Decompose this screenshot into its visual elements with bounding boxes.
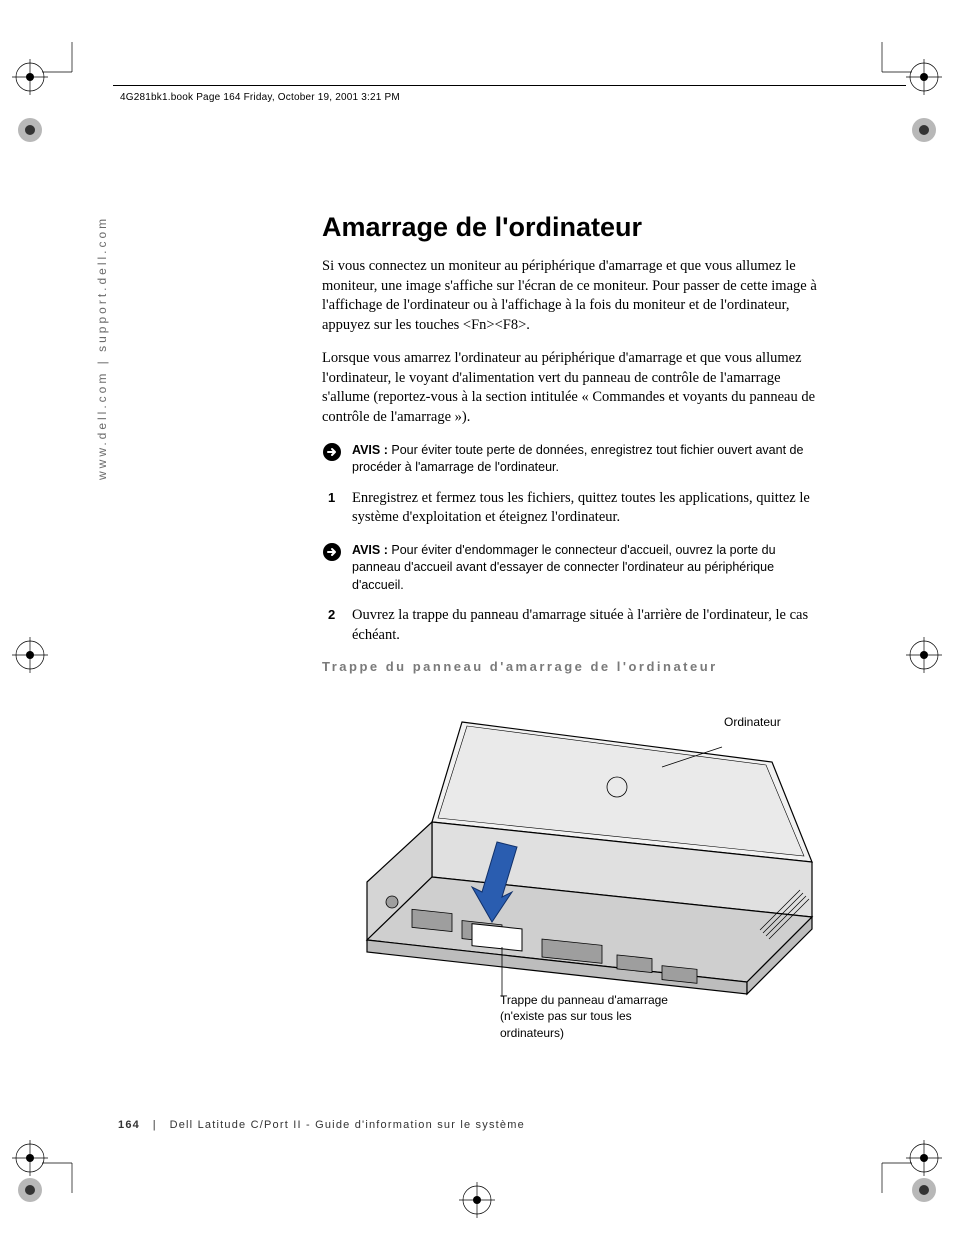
running-head: 4G281bk1.book Page 164 Friday, October 1… bbox=[120, 92, 400, 103]
step-text: Ouvrez la trappe du panneau d'amarrage s… bbox=[352, 607, 808, 643]
notice-label: AVIS : bbox=[352, 443, 391, 457]
sidebar-url: www.dell.com | support.dell.com bbox=[95, 216, 109, 480]
figure-laptop: Ordinateur Trappe du panneau d'amarrage … bbox=[342, 692, 842, 1032]
step-number: 1 bbox=[328, 489, 335, 507]
callout-trappe: Trappe du panneau d'amarrage (n'existe p… bbox=[500, 992, 670, 1041]
notice-label: AVIS : bbox=[352, 543, 391, 557]
main-content: Amarrage de l'ordinateur Si vous connect… bbox=[322, 212, 827, 1032]
notice-text: Pour éviter d'endommager le connecteur d… bbox=[352, 543, 776, 592]
step-text: Enregistrez et fermez tous les fichiers,… bbox=[352, 490, 810, 526]
step-number: 2 bbox=[328, 606, 335, 624]
callout-ordinateur: Ordinateur bbox=[724, 714, 781, 730]
notice-1: AVIS : Pour éviter toute perte de donnée… bbox=[322, 442, 827, 477]
notice-icon bbox=[322, 542, 342, 562]
notice-icon bbox=[322, 442, 342, 462]
paragraph-2: Lorsque vous amarrez l'ordinateur au pér… bbox=[322, 349, 827, 427]
footer-title: Dell Latitude C/Port II - Guide d'inform… bbox=[170, 1119, 525, 1131]
page-footer: 164 | Dell Latitude C/Port II - Guide d'… bbox=[118, 1119, 525, 1131]
header-rule bbox=[113, 85, 906, 86]
step-2: 2 Ouvrez la trappe du panneau d'amarrage… bbox=[322, 606, 827, 645]
notice-text: Pour éviter toute perte de données, enre… bbox=[352, 443, 803, 475]
page-title: Amarrage de l'ordinateur bbox=[322, 212, 827, 243]
figure-caption: Trappe du panneau d'amarrage de l'ordina… bbox=[322, 659, 827, 674]
paragraph-1: Si vous connectez un moniteur au périphé… bbox=[322, 257, 827, 335]
step-1: 1 Enregistrez et fermez tous les fichier… bbox=[322, 489, 827, 528]
page-number: 164 bbox=[118, 1119, 140, 1131]
footer-separator: | bbox=[153, 1119, 157, 1131]
notice-2: AVIS : Pour éviter d'endommager le conne… bbox=[322, 542, 827, 595]
